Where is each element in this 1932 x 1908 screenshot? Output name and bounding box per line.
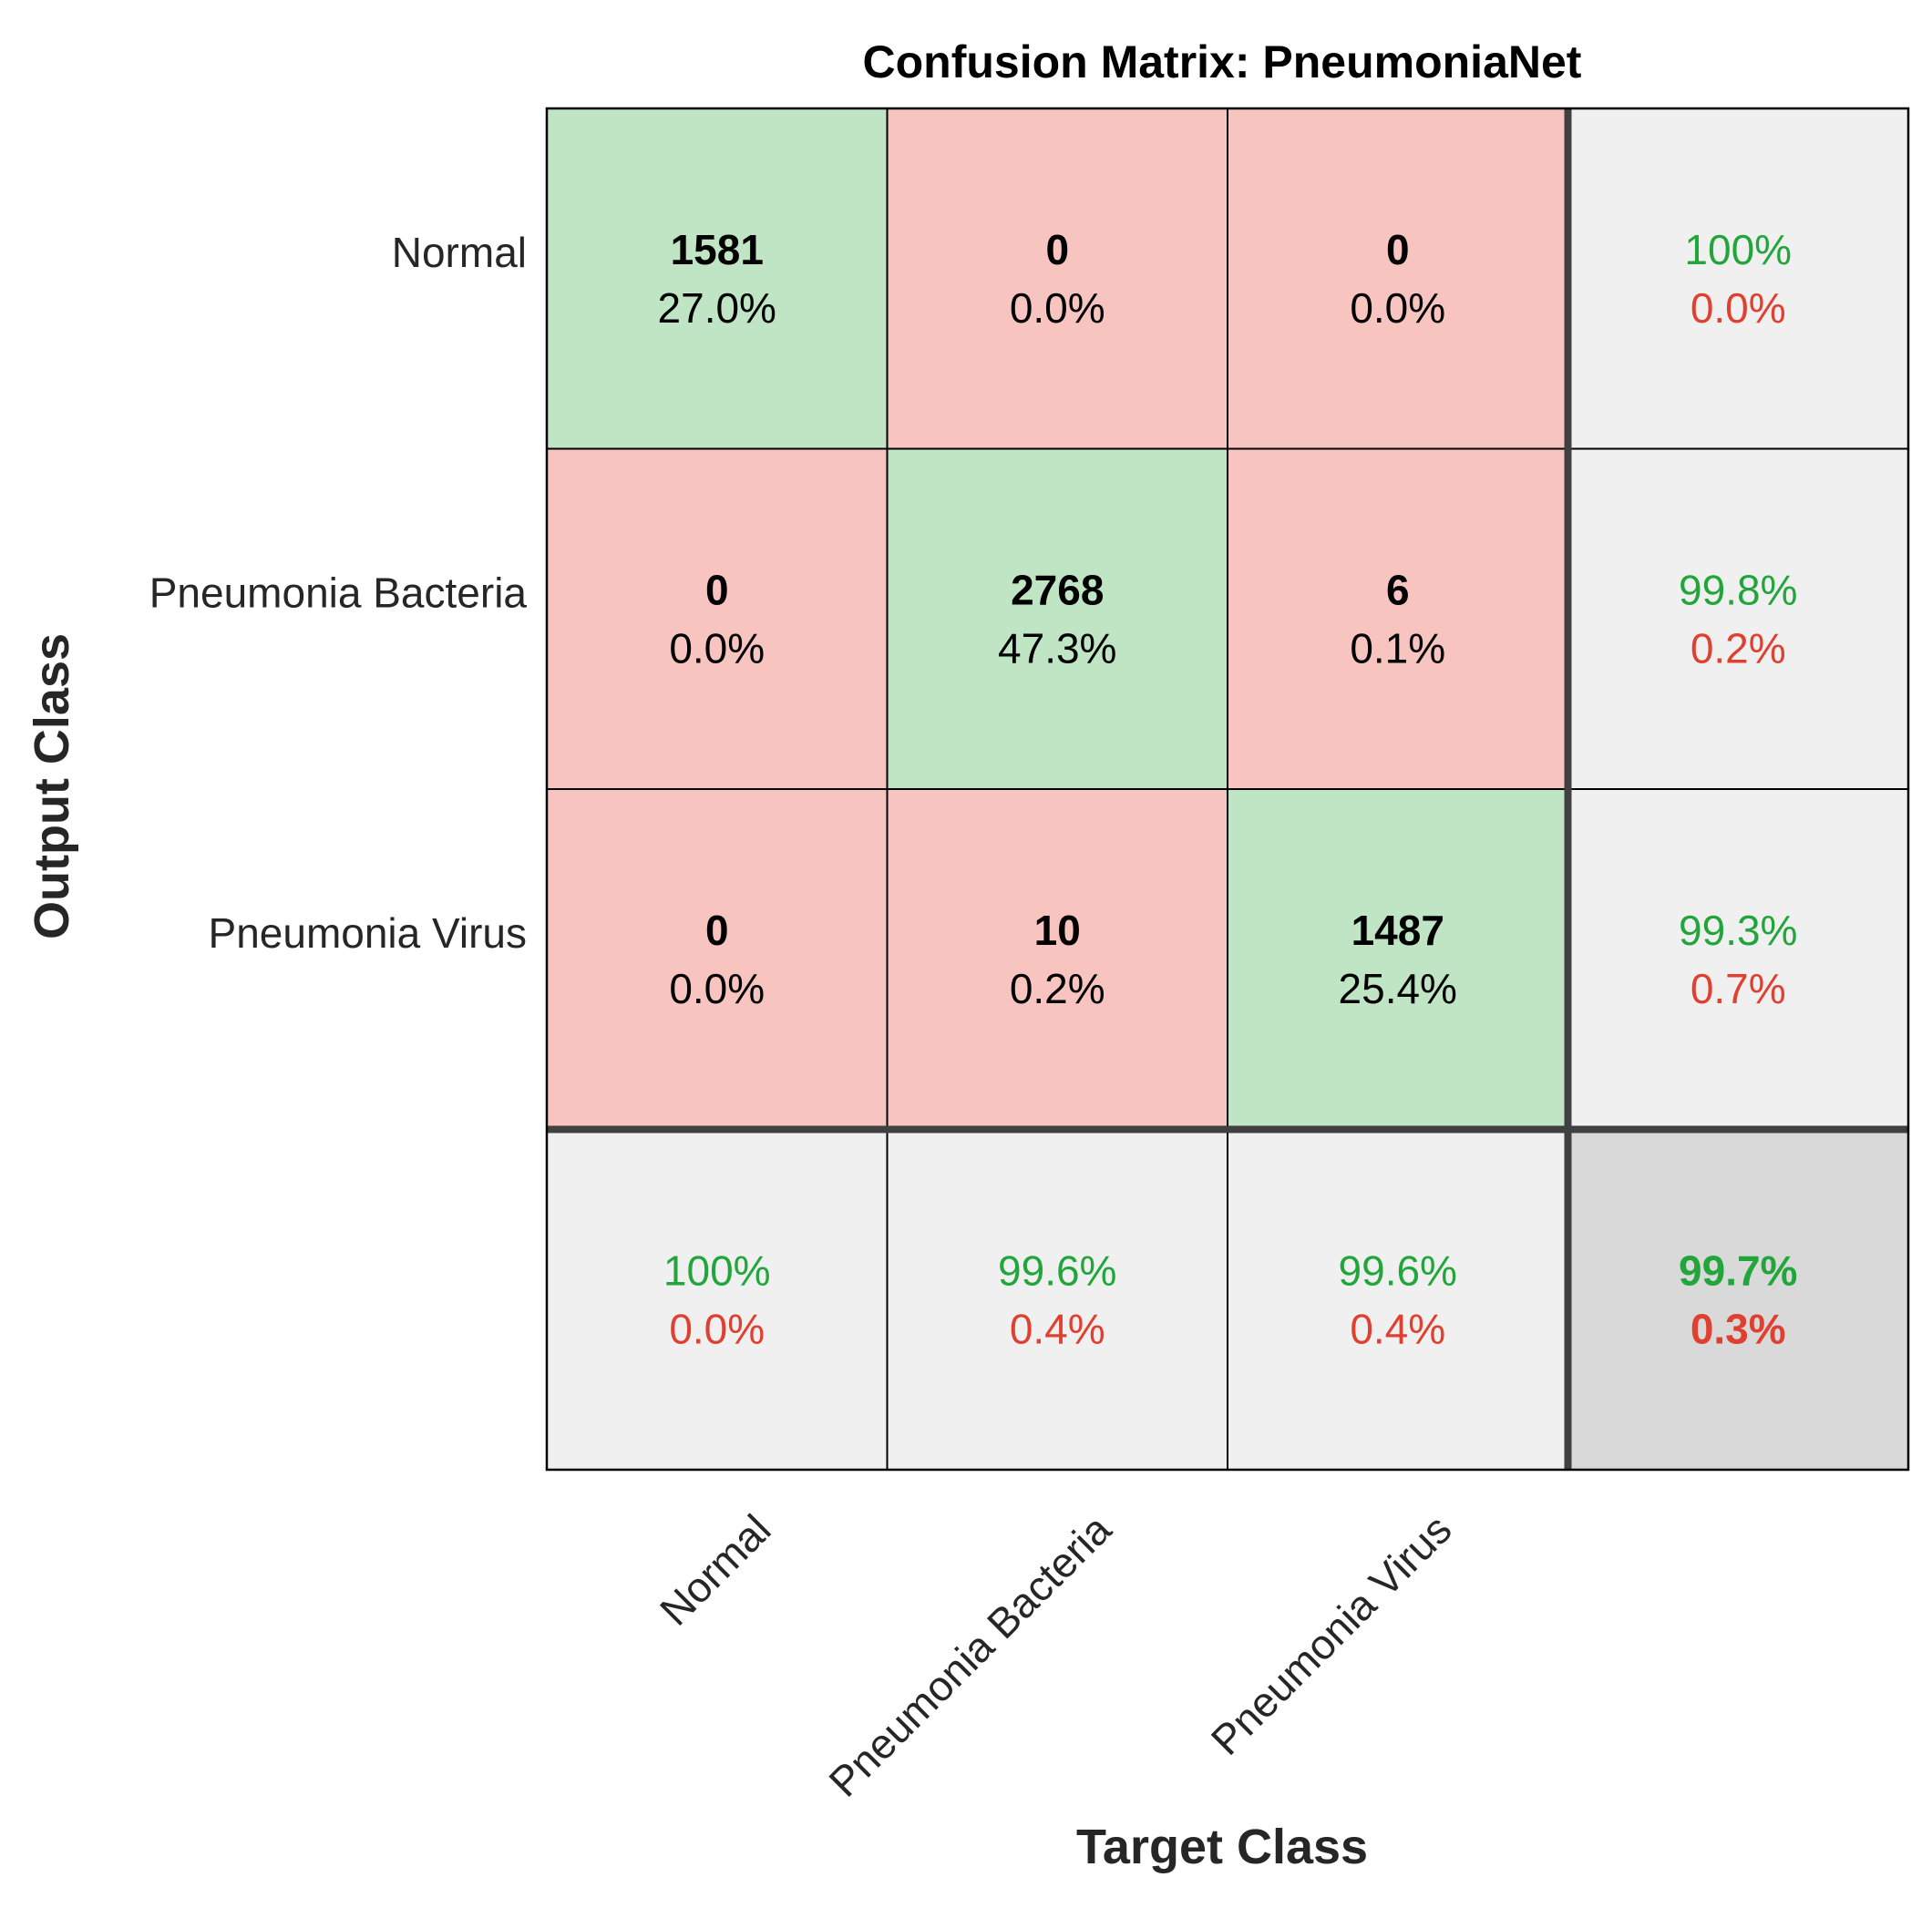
row-summary-cell-1 [1567, 448, 1908, 789]
matrix-cell-0-0 [547, 108, 888, 449]
matrix-cell-1-2 [1228, 448, 1568, 789]
matrix-grid [545, 107, 1910, 1472]
row-summary-cell-2 [1567, 789, 1908, 1130]
cell-percent-1-2: 0.1% [1350, 624, 1445, 672]
row-label-2: Pneumonia Virus [209, 909, 527, 957]
cell-count-2-2: 1487 [1351, 907, 1444, 954]
matrix-cell-1-0 [547, 448, 888, 789]
cell-count-0-2: 0 [1386, 226, 1410, 273]
cell-count-0-1: 0 [1045, 226, 1069, 273]
overall-accuracy-cell [1567, 1129, 1908, 1470]
column-label-2: Pneumonia Virus [1202, 1505, 1461, 1764]
matrix-cell-2-1 [887, 789, 1228, 1130]
cell-percent-0-1: 0.0% [1010, 284, 1105, 332]
cell-percent-1-0: 0.0% [669, 624, 765, 672]
cell-count-1-1: 2768 [1011, 566, 1104, 613]
column-summary-error-2: 0.4% [1350, 1305, 1445, 1352]
overall-correct: 99.7% [1679, 1246, 1797, 1294]
cell-count-1-0: 0 [705, 566, 729, 613]
matrix-cell-text: 1581 27.0% 0 0.0% 0 0.0% 100% 0.0% 0 0.0% 2768 47.3… [658, 226, 1798, 1353]
row-label-0: Normal [392, 229, 527, 276]
cell-count-2-0: 0 [705, 907, 729, 954]
row-label-1: Pneumonia Bacteria [149, 569, 528, 616]
column-summary-correct-1: 99.6% [998, 1246, 1116, 1294]
y-axis-label: Output Class [25, 633, 79, 939]
overall-error: 0.3% [1690, 1305, 1786, 1352]
cell-percent-0-0: 27.0% [658, 284, 776, 332]
matrix-cells [547, 108, 1908, 1470]
row-summary-cell-0 [1567, 108, 1908, 449]
column-labels: Normal Pneumonia Bacteria Pneumonia Virus [651, 1505, 1461, 1806]
cell-percent-0-2: 0.0% [1350, 284, 1445, 332]
row-summary-error-1: 0.2% [1690, 624, 1786, 672]
cell-percent-2-1: 0.2% [1010, 965, 1105, 1012]
column-summary-cell-0 [547, 1129, 888, 1470]
column-summary-error-1: 0.4% [1010, 1305, 1105, 1352]
cell-count-1-2: 6 [1386, 566, 1410, 613]
row-summary-correct-0: 100% [1684, 226, 1792, 273]
cell-percent-2-0: 0.0% [669, 965, 765, 1012]
row-labels: Normal Pneumonia Bacteria Pneumonia Virus [149, 229, 528, 957]
column-summary-cell-1 [887, 1129, 1228, 1470]
cell-percent-2-2: 25.4% [1339, 965, 1457, 1012]
row-summary-correct-1: 99.8% [1679, 566, 1797, 613]
column-summary-cell-2 [1228, 1129, 1568, 1470]
column-summary-correct-0: 100% [663, 1246, 771, 1294]
matrix-cell-2-2 [1228, 789, 1568, 1130]
column-label-1: Pneumonia Bacteria [819, 1505, 1120, 1806]
row-summary-error-0: 0.0% [1690, 284, 1786, 332]
cell-count-0-0: 1581 [671, 226, 764, 273]
matrix-cell-0-2 [1228, 108, 1568, 449]
cell-percent-1-1: 47.3% [998, 624, 1116, 672]
chart-title: Confusion Matrix: PneumoniaNet [863, 36, 1582, 87]
matrix-cell-2-0 [547, 789, 888, 1130]
matrix-cell-1-1 [887, 448, 1228, 789]
column-label-0: Normal [651, 1505, 780, 1635]
column-summary-correct-2: 99.6% [1339, 1246, 1457, 1294]
cell-count-2-1: 10 [1034, 907, 1081, 954]
x-axis-label: Target Class [1076, 1820, 1368, 1874]
row-summary-correct-2: 99.3% [1679, 907, 1797, 954]
matrix-border [545, 107, 1910, 1472]
row-summary-error-2: 0.7% [1690, 965, 1786, 1012]
column-summary-error-0: 0.0% [669, 1305, 765, 1352]
matrix-cell-0-1 [887, 108, 1228, 449]
